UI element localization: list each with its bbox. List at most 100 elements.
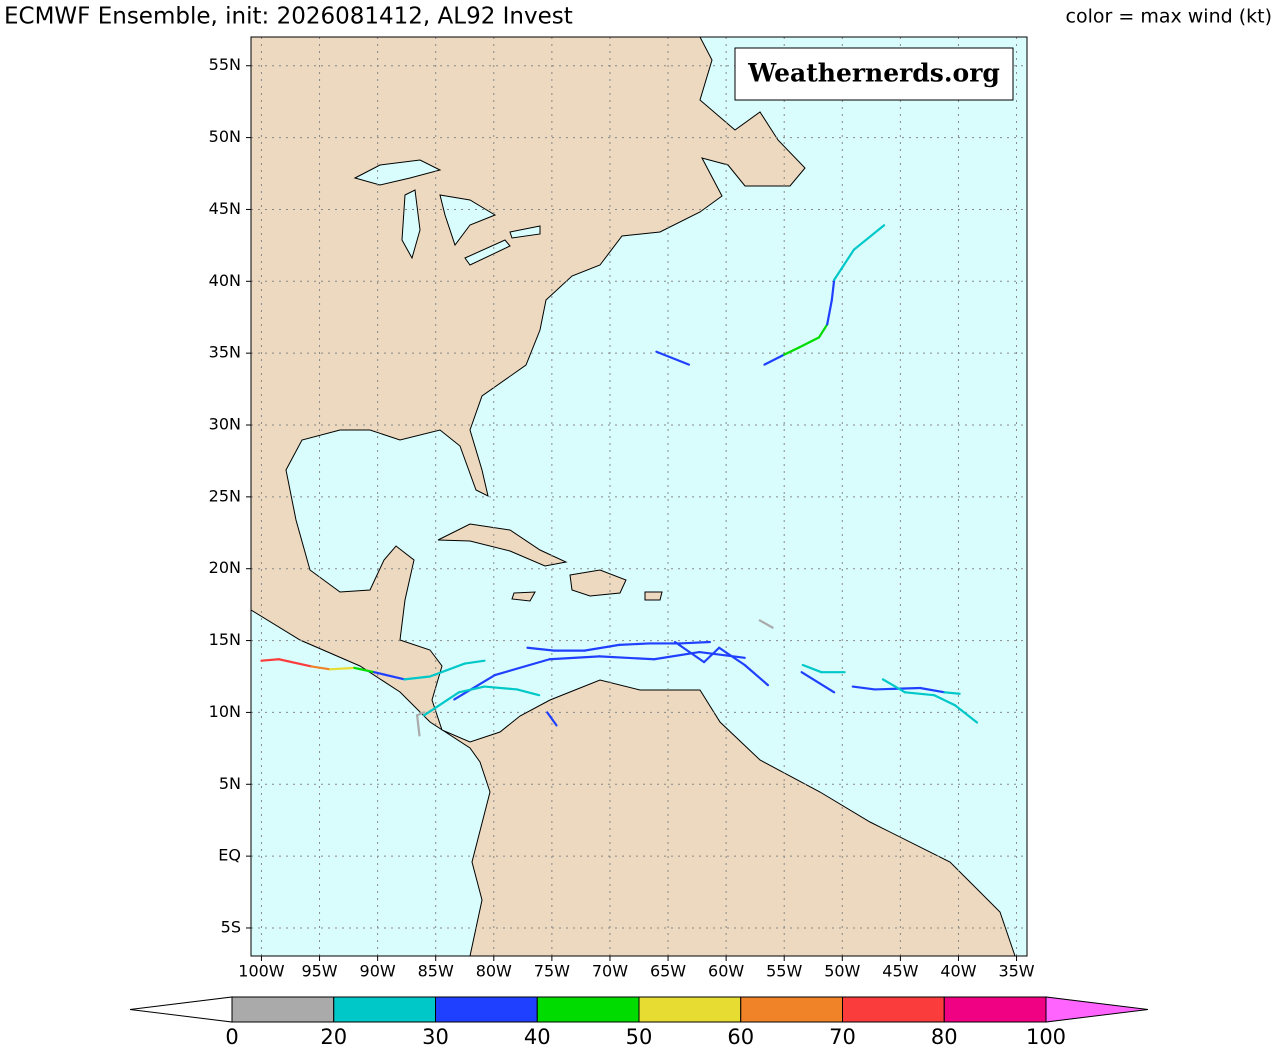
track-segment [718, 646, 746, 667]
x-tick-label: 100W [238, 962, 285, 981]
y-tick-label: 20N [209, 558, 241, 577]
colorbar-label: 60 [727, 1025, 754, 1049]
track-segment [763, 353, 786, 366]
cuba [437, 523, 568, 567]
track-segment [453, 673, 497, 701]
track-segment [422, 691, 461, 717]
track-segment [526, 646, 556, 652]
track-segment [678, 640, 711, 645]
colorbar-label: 70 [829, 1025, 856, 1049]
puerto-rico [644, 591, 663, 601]
track-segment [758, 619, 774, 629]
lake-ontario [509, 225, 541, 239]
track-segment [943, 691, 961, 695]
track-segment [403, 675, 431, 681]
track-segment [801, 663, 823, 674]
x-tick-label: 75W [534, 962, 570, 981]
track-segment [428, 662, 466, 678]
lake-erie [464, 239, 511, 266]
lake-superior [353, 159, 442, 186]
track-segment [798, 336, 821, 349]
track-segment [702, 646, 721, 664]
land [250, 36, 1016, 957]
colorbar-label: 80 [931, 1025, 958, 1049]
track-segment [953, 704, 979, 724]
track-segment [618, 642, 651, 646]
watermark: Weathernerds.org [747, 59, 1000, 88]
y-tick-label: 15N [209, 630, 241, 649]
track-segment [783, 346, 801, 356]
track-segment [698, 650, 746, 659]
track-segment [903, 691, 936, 697]
track-segment [655, 350, 691, 366]
track-segment [833, 248, 856, 281]
x-tick-label: 45W [882, 962, 918, 981]
x-tick-label: 35W [998, 962, 1034, 981]
colorbar-under [129, 996, 233, 1023]
track-segment [598, 655, 656, 661]
colorbar-label: 30 [422, 1025, 449, 1049]
x-tick-label: 60W [708, 962, 744, 981]
y-tick-label: 30N [209, 415, 241, 434]
watermark-box [734, 47, 1014, 101]
legend-title: color = max wind (kt) [1066, 6, 1272, 28]
track-segment [673, 640, 706, 664]
colorbar-bin [435, 996, 538, 1023]
x-tick-label: 40W [940, 962, 976, 981]
track-segment [548, 655, 601, 661]
x-tick-label: 85W [418, 962, 454, 981]
colorbar-bin [231, 996, 335, 1023]
y-tick-label: 5N [219, 774, 241, 793]
track-segment [416, 711, 426, 717]
x-tick-label: 80W [476, 962, 512, 981]
track-segment [353, 666, 376, 674]
track-segment [583, 643, 621, 652]
track-segment [851, 685, 876, 691]
track-segment [483, 685, 519, 691]
y-tick-label: EQ [218, 846, 241, 865]
track-segment [373, 671, 406, 681]
x-tick-label: 70W [592, 962, 628, 981]
track-segment [416, 714, 421, 737]
track-segment [932, 694, 957, 707]
track-segment [515, 688, 541, 697]
x-tick-label: 50W [824, 962, 860, 981]
track-segment [826, 298, 833, 326]
track-segment [310, 665, 332, 671]
title: ECMWF Ensemble, init: 2026081412, AL92 I… [4, 4, 573, 30]
colorbar-label: 100 [1026, 1025, 1066, 1049]
colorbar-label: 40 [524, 1025, 551, 1049]
colorbar-bin [842, 996, 945, 1023]
x-tick-label: 55W [766, 962, 802, 981]
lake-michigan [401, 189, 421, 260]
colorbar-bin [536, 996, 640, 1023]
colorbar: 0 20 30 40 50 60 70 80 100 [129, 996, 1149, 1049]
y-tick-label: 45N [209, 199, 241, 218]
colorbar-bin [943, 996, 1047, 1023]
tracks [260, 224, 979, 737]
y-tick-label: 40N [209, 271, 241, 290]
x-tick-label: 95W [301, 962, 337, 981]
hispaniola [569, 569, 627, 597]
track-segment [817, 323, 829, 339]
track-segment [328, 666, 356, 671]
track-segment [743, 663, 770, 687]
track-segment [919, 686, 946, 694]
lake-huron [439, 194, 497, 247]
jamaica [511, 591, 536, 602]
y-tick-label: 50N [209, 127, 241, 146]
track-segment [546, 711, 558, 727]
y-tick-label: 55N [209, 55, 241, 74]
track-segment [830, 278, 836, 302]
y-tick-label: 25N [209, 486, 241, 505]
colorbar-over [1045, 996, 1149, 1023]
colorbar-bin [333, 996, 436, 1023]
colorbar-bin [740, 996, 843, 1023]
y-tick-label: 35N [209, 343, 241, 362]
colorbar-label: 50 [626, 1025, 653, 1049]
track-segment [457, 685, 486, 694]
y-tick-label: 5S [221, 917, 241, 936]
track-segment [852, 224, 886, 251]
track-segment [277, 658, 313, 668]
